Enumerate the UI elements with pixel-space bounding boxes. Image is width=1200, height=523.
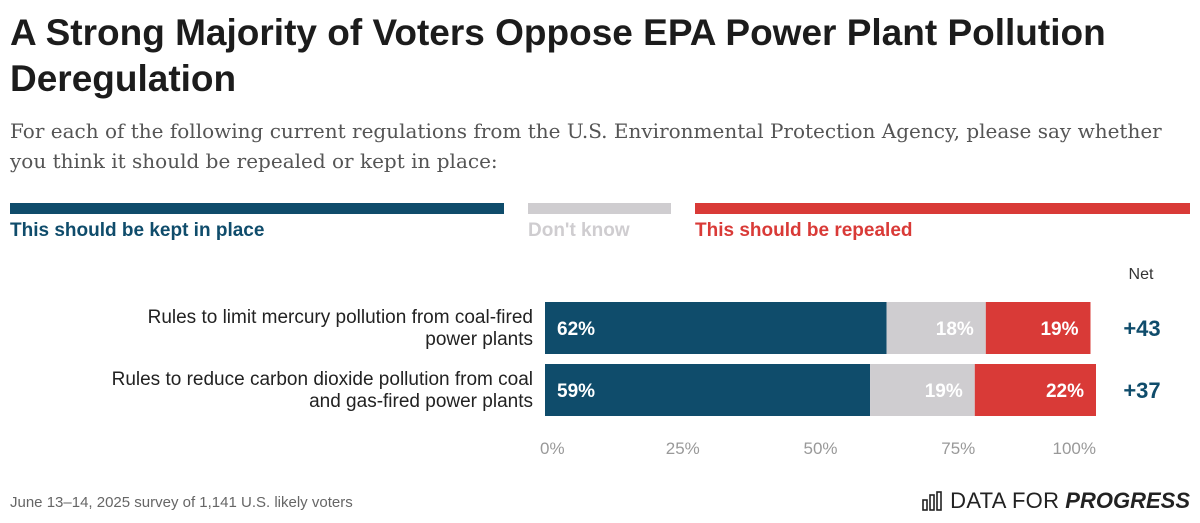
data-label: 59% — [557, 381, 595, 402]
brand-prefix: DATA FOR — [950, 488, 1060, 513]
x-tick-label: 75% — [941, 439, 975, 458]
net-value: +37 — [1123, 378, 1160, 403]
brand-logo: DATA FOR PROGRESS — [922, 488, 1190, 514]
bar-segment — [545, 364, 871, 416]
net-value: +43 — [1123, 316, 1160, 341]
data-label: 22% — [1046, 381, 1084, 402]
legend-label-repealed: This should be repealed — [695, 220, 913, 241]
bar-segment — [870, 364, 975, 416]
net-header: Net — [1128, 266, 1154, 283]
bar-segment — [974, 364, 1096, 416]
brand-emphasis: PROGRESS — [1065, 488, 1190, 513]
legend-label-dont-know: Don't know — [528, 220, 630, 241]
bar-segment — [886, 302, 986, 354]
data-label: 18% — [936, 319, 974, 340]
chart-subtitle: For each of the following current regula… — [10, 119, 1162, 173]
x-tick-label: 0% — [540, 439, 565, 458]
x-tick-label: 25% — [666, 439, 700, 458]
bar-segment — [545, 302, 887, 354]
x-tick-label: 100% — [1053, 439, 1096, 458]
data-label: 62% — [557, 319, 595, 340]
legend-label-kept: This should be kept in place — [10, 220, 265, 241]
survey-note: June 13–14, 2025 survey of 1,141 U.S. li… — [10, 494, 353, 511]
legend-bar-repealed — [695, 203, 1190, 214]
data-label: 19% — [925, 381, 963, 402]
bar-segment — [985, 302, 1091, 354]
data-label: 19% — [1040, 319, 1078, 340]
stacked-bar-chart: Rules to limit mercury pollution from co… — [112, 302, 1161, 458]
legend-bar-kept — [10, 203, 504, 214]
legend-bar-dont-know — [528, 203, 671, 214]
chart-title: A Strong Majority of Voters Oppose EPA P… — [10, 12, 1106, 99]
category-label: Rules to reduce carbon dioxide pollution… — [112, 369, 533, 412]
category-label: Rules to limit mercury pollution from co… — [148, 307, 533, 350]
x-tick-label: 50% — [803, 439, 837, 458]
bar-chart-logo-icon — [922, 491, 942, 511]
